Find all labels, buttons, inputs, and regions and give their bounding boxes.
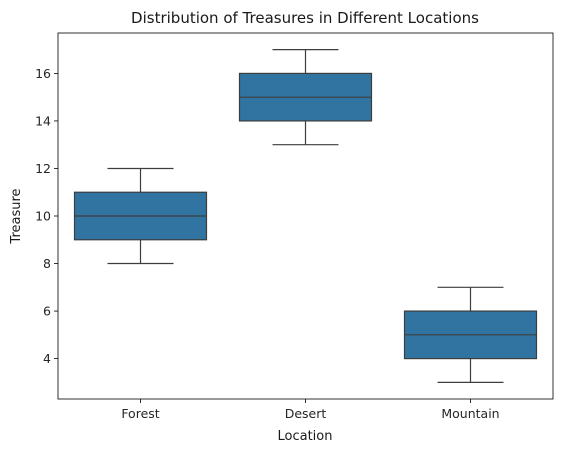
y-tick-label: 4 bbox=[43, 351, 51, 366]
y-axis-ticks: 4 6 8 10 12 14 16 bbox=[35, 66, 58, 366]
y-axis-label: Treasure bbox=[9, 188, 24, 244]
x-tick-label: Forest bbox=[121, 406, 159, 421]
box-forest bbox=[73, 167, 208, 265]
x-axis-ticks: Forest Desert Mountain bbox=[121, 399, 500, 421]
y-tick-label: 8 bbox=[43, 256, 51, 271]
box-mountain bbox=[403, 286, 538, 383]
x-axis-label: Location bbox=[278, 429, 333, 444]
y-tick-label: 10 bbox=[35, 209, 51, 224]
box-desert bbox=[238, 49, 373, 146]
y-tick-label: 14 bbox=[35, 113, 51, 128]
x-tick-label: Desert bbox=[285, 406, 327, 421]
y-tick-label: 12 bbox=[35, 161, 51, 176]
axes-frame bbox=[57, 32, 554, 400]
y-tick-label: 6 bbox=[43, 304, 51, 319]
x-tick-label: Mountain bbox=[441, 406, 499, 421]
plot-area bbox=[73, 49, 538, 383]
y-tick-label: 16 bbox=[35, 66, 51, 81]
chart-title: Distribution of Treasures in Different L… bbox=[131, 9, 479, 27]
